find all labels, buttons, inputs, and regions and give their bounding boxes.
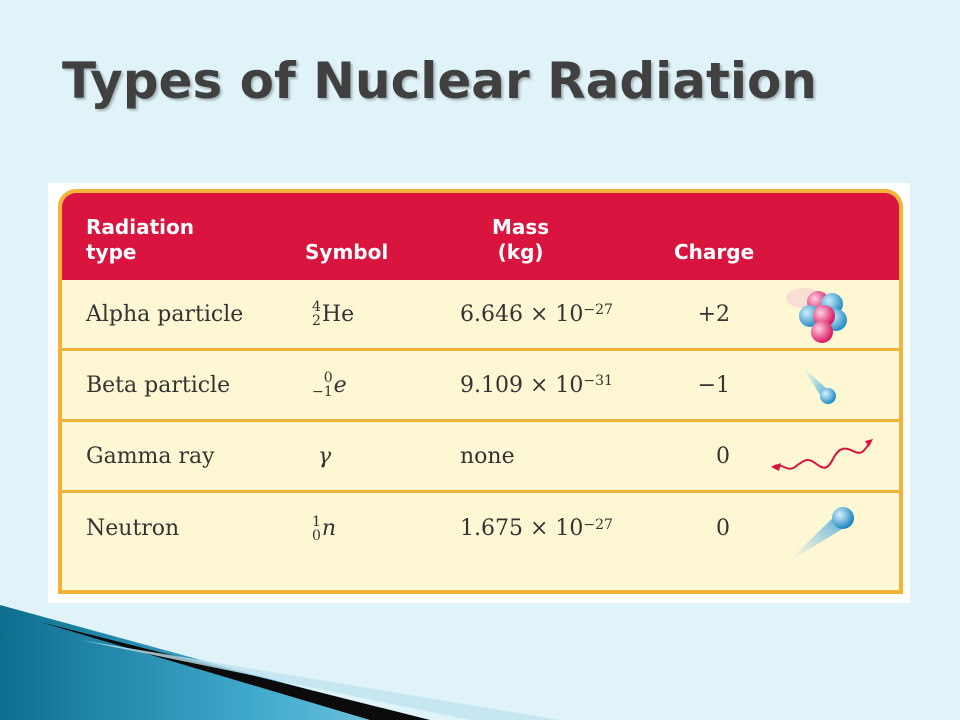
radiation-name: Gamma ray: [86, 443, 215, 469]
radiation-table-figure: Radiation type Symbol Mass (kg) Charge A…: [48, 183, 910, 603]
table-row: Gamma ray γ none 0: [62, 422, 899, 493]
radiation-mass: 6.646 × 10 −27: [460, 301, 613, 327]
radiation-charge: +2: [697, 301, 730, 327]
radiation-mass: 1.675 × 10 −27: [460, 516, 613, 541]
gamma-wave-icon: [762, 422, 882, 490]
radiation-symbol: 1 0 n: [312, 513, 337, 544]
radiation-symbol: 4 2 He: [312, 299, 355, 329]
radiation-symbol: γ: [318, 443, 332, 469]
radiation-name: Beta particle: [86, 372, 231, 398]
header-charge: Charge: [674, 240, 755, 264]
header-radiation-type: Radiation type: [86, 215, 194, 264]
radiation-charge: 0: [716, 443, 730, 469]
table-header: Radiation type Symbol Mass (kg) Charge: [62, 193, 899, 280]
radiation-charge: −1: [697, 372, 730, 398]
alpha-particle-cluster-icon: [762, 280, 882, 348]
radiation-name: Alpha particle: [86, 301, 244, 327]
header-mass: Mass (kg): [492, 215, 550, 264]
radiation-mass: none: [460, 443, 515, 469]
radiation-charge: 0: [716, 516, 730, 541]
radiation-name: Neutron: [86, 516, 180, 541]
table-row: Alpha particle 4 2 He 6.646 × 10 −27 +2: [62, 280, 899, 351]
table-row: Neutron 1 0 n 1.675 × 10 −27 0: [62, 493, 899, 590]
neutron-particle-icon: [762, 493, 882, 573]
table-row: Beta particle 0 −1 e 9.109 × 10 −31 −1: [62, 351, 899, 422]
header-symbol: Symbol: [305, 240, 389, 264]
radiation-mass: 9.109 × 10 −31: [460, 372, 613, 398]
radiation-table: Radiation type Symbol Mass (kg) Charge A…: [58, 189, 903, 594]
beta-particle-icon: [762, 351, 882, 419]
radiation-symbol: 0 −1 e: [312, 370, 347, 400]
slide-title: Types of Nuclear Radiation: [62, 52, 817, 110]
